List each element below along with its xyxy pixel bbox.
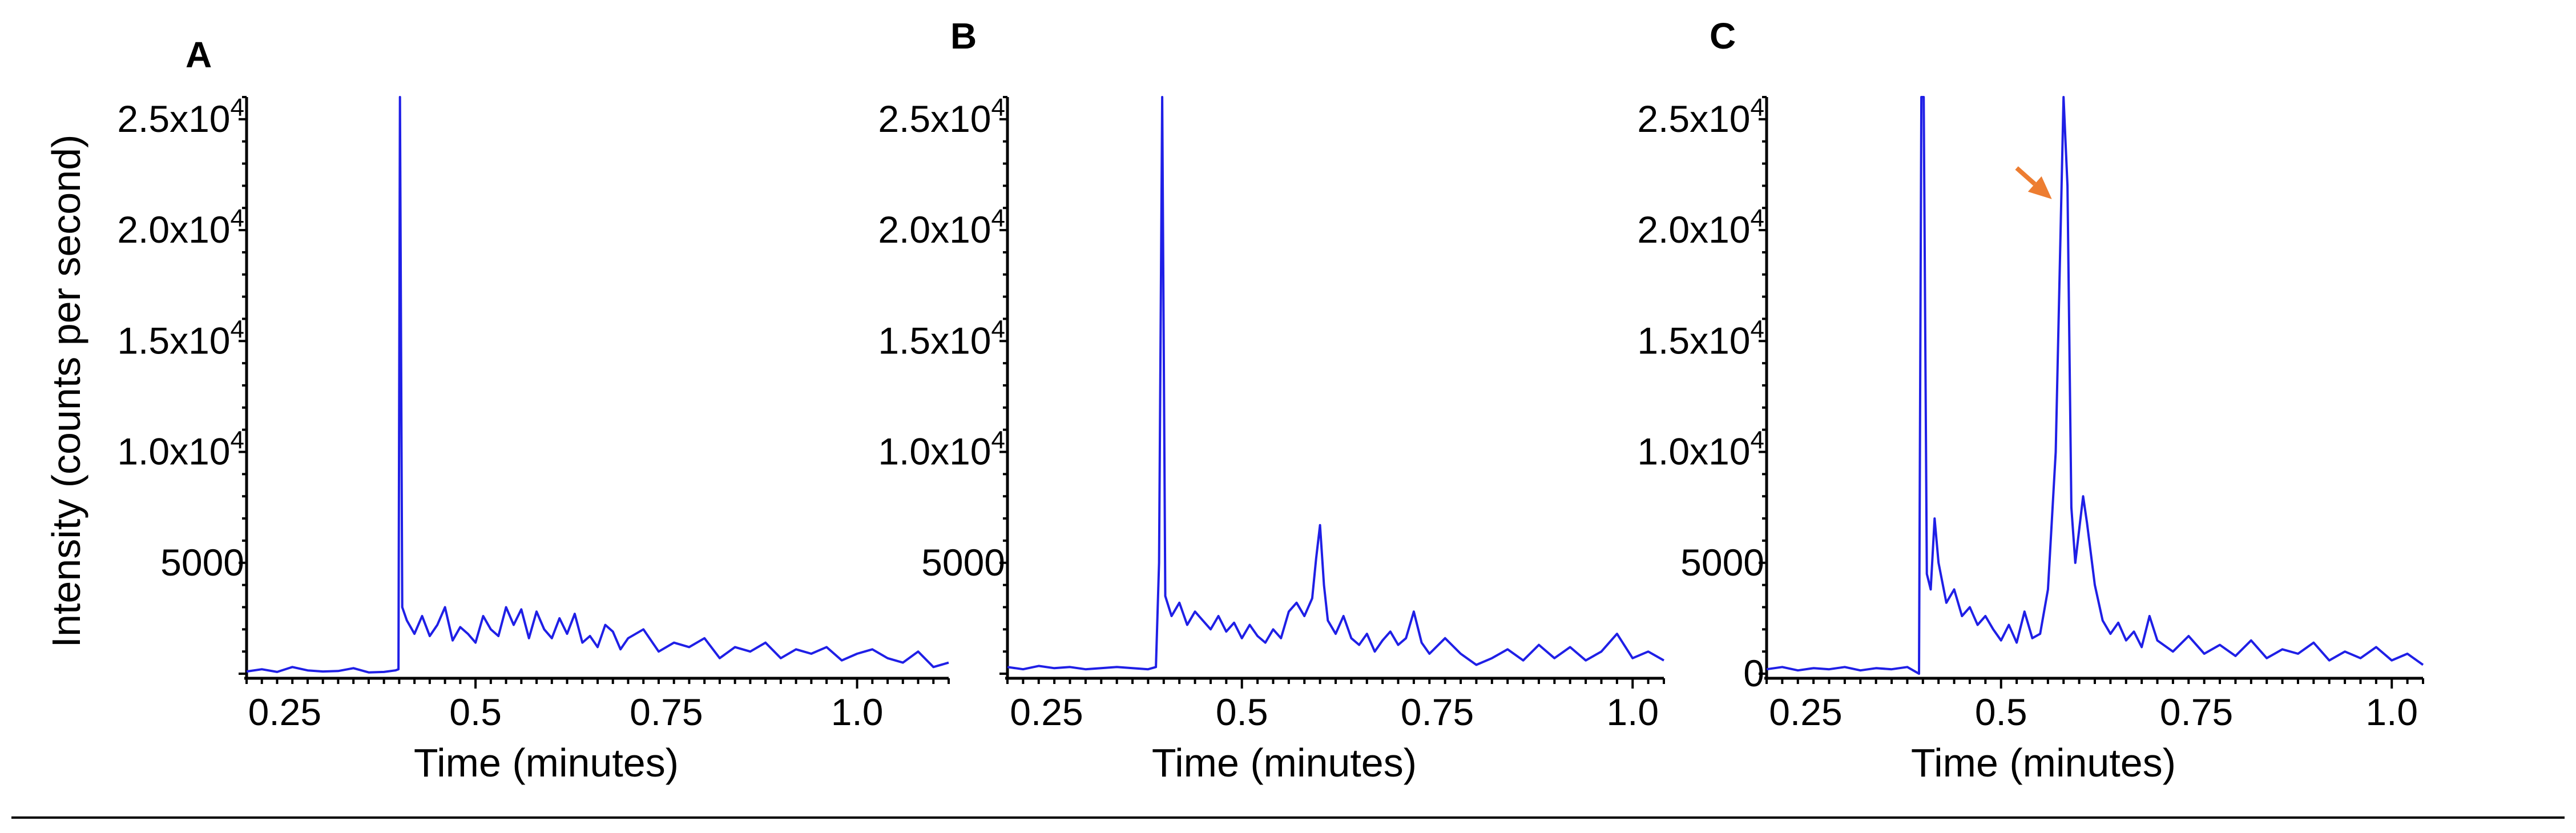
y-tick-label-a: 2.0x104 (117, 204, 244, 251)
x-tick-label-c: 1.0 (2365, 691, 2418, 733)
x-tick-label-c: 0.5 (1975, 691, 2027, 733)
y-tick-label-b: 1.0x104 (878, 426, 1005, 473)
x-tick-label-b: 1.0 (1606, 691, 1659, 733)
y-tick-label-c: 5000 (1680, 541, 1764, 583)
x-tick-label-a: 1.0 (831, 691, 884, 733)
y-tick-label-b: 5000 (921, 541, 1005, 583)
y-axis-title: Intensity (counts per second) (44, 135, 88, 648)
x-tick-label-c: 0.75 (2160, 691, 2233, 733)
x-tick-label-a: 0.75 (630, 691, 703, 733)
y-tick-label-b: 1.5x104 (878, 315, 1005, 361)
panel-letter-c: C (1710, 15, 1736, 57)
y-tick-label-a: 5000 (160, 541, 244, 583)
chromatogram-trace-b (1007, 96, 1664, 671)
y-tick-label-a: 1.5x104 (117, 315, 244, 361)
y-tick-label-b: 2.5x104 (878, 94, 1005, 140)
chart-panel-b: B 5000 1.0x104 1.5x104 2.0x104 2.5x104 0.25 0.… (878, 15, 1665, 785)
panel-letter-a: A (186, 34, 212, 75)
x-tick-label-a: 0.5 (449, 691, 502, 733)
panel-letter-b: B (950, 15, 977, 57)
y-tick-label-c: 1.0x104 (1637, 426, 1764, 473)
y-tick-label-c: 1.5x104 (1637, 315, 1764, 361)
y-tick-label-b: 2.0x104 (878, 204, 1005, 251)
x-axis-title-c: Time (minutes) (1911, 741, 2176, 785)
x-tick-label-b: 0.75 (1401, 691, 1474, 733)
x-tick-label-b: 0.5 (1216, 691, 1268, 733)
y-tick-label-a: 2.5x104 (117, 94, 244, 140)
y-tick-label-c: 0 (1743, 652, 1764, 694)
chromatogram-trace-a (246, 96, 949, 674)
x-tick-label-c: 0.25 (1769, 691, 1842, 733)
x-axis-title-a: Time (minutes) (414, 741, 679, 785)
chart-panel-c: C 0 5000 1.0x104 1.5x104 2.0x104 2.5x104 0.25 0… (1637, 15, 2424, 785)
y-tick-label-c: 2.0x104 (1637, 204, 1764, 251)
chromatogram-trace-c (1766, 96, 2424, 675)
y-tick-label-a: 1.0x104 (117, 426, 244, 473)
y-tick-label-c: 2.5x104 (1637, 94, 1764, 140)
peak-arrow-icon (2015, 166, 2052, 199)
x-tick-label-b: 0.25 (1010, 691, 1083, 733)
x-tick-label-a: 0.25 (248, 691, 321, 733)
x-axis-title-b: Time (minutes) (1152, 741, 1417, 785)
chart-panel-a: A 5000 1.0x104 1.5x104 2.0x104 2.5x104 0.25 0.… (117, 34, 950, 785)
